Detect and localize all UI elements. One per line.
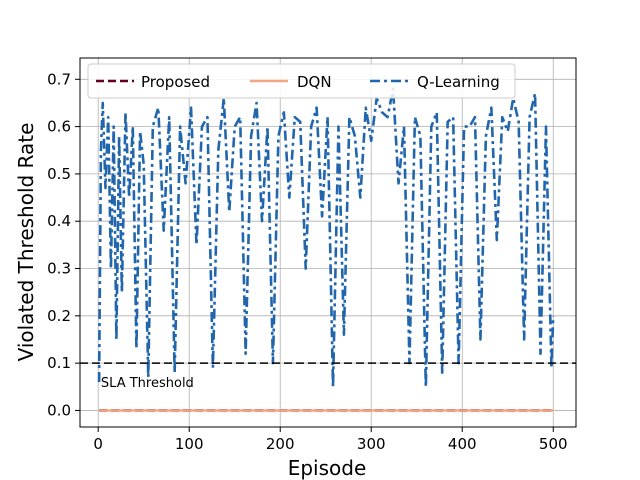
y-tick-label: 0.6	[47, 118, 71, 136]
y-tick-label: 0.3	[47, 260, 71, 278]
x-axis-label: Episode	[288, 456, 367, 480]
x-tick-label: 400	[448, 435, 477, 453]
x-tick-label: 300	[357, 435, 386, 453]
sla-threshold-label: SLA Threshold	[101, 376, 194, 391]
x-tick-label: 0	[93, 435, 103, 453]
axes-frame	[79, 57, 577, 428]
y-tick-label: 0.1	[47, 354, 71, 372]
x-tick-label: 100	[175, 435, 204, 453]
y-tick-label: 0.7	[47, 70, 71, 88]
legend: Proposed DQN Q-Learning	[87, 63, 516, 99]
x-tick-label: 200	[266, 435, 295, 453]
y-tick-label: 0.0	[47, 401, 71, 419]
axes: 0 100 200 300 400 500 0.0 0.1 0.2 0.3 0.4 0.5 0.6 0.7	[47, 57, 577, 453]
legend-label-dqn: DQN	[297, 73, 332, 91]
legend-label-q-learning: Q-Learning	[417, 73, 500, 91]
y-axis-label: Violated Threshold Rate	[14, 123, 38, 362]
y-tick-label: 0.5	[47, 165, 71, 183]
x-tick-label: 500	[539, 435, 568, 453]
plot-area: SLA Threshold	[80, 87, 576, 412]
y-tick-label: 0.2	[47, 307, 71, 325]
legend-box	[87, 63, 516, 99]
y-tick-label: 0.4	[47, 212, 71, 230]
series-line-q-learning	[97, 87, 555, 389]
legend-label-proposed: Proposed	[141, 73, 210, 91]
